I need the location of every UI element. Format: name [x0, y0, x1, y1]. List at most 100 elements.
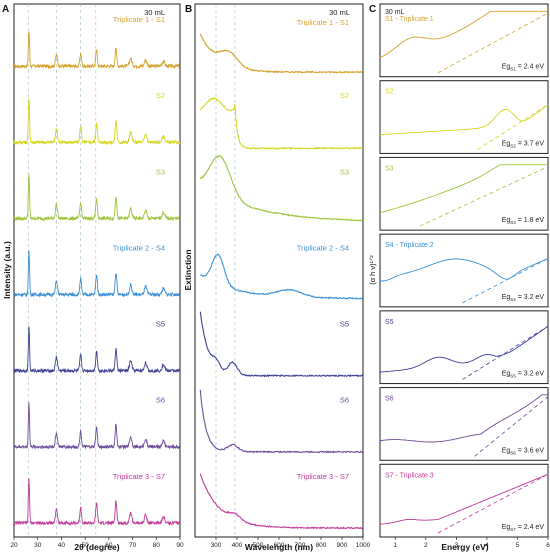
- panel-b-x-tick-label: 700: [295, 542, 306, 549]
- panel-b-y-label: Extinction: [183, 249, 193, 290]
- panel-c-series-label: S4 - Triplicate 2: [385, 242, 434, 249]
- panel-a-x-tick-label: 90: [176, 542, 184, 549]
- panel-b-x-tick-label: 900: [337, 542, 348, 549]
- panel-c-bandgap-label: EgS2 = 3.7 eV: [502, 140, 545, 148]
- panel-c-subplot-frame: [379, 80, 549, 154]
- panel-c-subplot-frame: [379, 233, 549, 308]
- panel-c-x-ticks: 1 2 3 4 5 6: [393, 537, 550, 549]
- panel-b-series-label: S5: [340, 320, 349, 329]
- panel-c-series-label: S3: [385, 165, 394, 172]
- panel-a-series-line: [13, 478, 181, 527]
- panel-a-series-label: Triplicate 1 - S1: [113, 15, 165, 24]
- panel-c-x-tick-label: 5: [516, 542, 520, 549]
- panel-a-series-label: S3: [156, 167, 165, 176]
- panel-b-series-label: S2: [340, 91, 349, 100]
- panel-b-series-line: [199, 33, 363, 74]
- panel-a-series: Triplicate 1 - S1 S2 S3 Triplicate 2 - S4 S5…: [13, 15, 181, 527]
- panel-a-x-tick-label: 80: [153, 542, 161, 549]
- panel-c-bandgap-subscript: S5: [510, 374, 516, 379]
- panel-c-bandgap-label: EgS7 = 2.4 eV: [502, 524, 545, 532]
- panel-b-x-tick-label: 500: [253, 542, 264, 549]
- panel-c-bandgap-value: = 3.7 eV: [516, 140, 545, 147]
- panel-c-bandgap-subscript: S7: [510, 527, 516, 532]
- panel-c-tangent-line: [462, 258, 549, 304]
- panel-b-series-label: S6: [340, 396, 349, 405]
- panel-c-tangent-line: [419, 166, 549, 227]
- panel-a-series-line: [13, 174, 180, 222]
- panel-a-series-line: [13, 326, 181, 374]
- panel-c-series-line: [379, 473, 549, 525]
- panel-c-x-tick-label: 2: [424, 542, 428, 549]
- panel-c-bandgap-label: EgS5 = 3.2 eV: [502, 371, 545, 379]
- panel-c-bandgap-value: = 2.4 eV: [516, 64, 545, 71]
- panel-c-label: C: [369, 4, 376, 15]
- panel-b-series: Triplicate 1 - S1 S2 S3 Triplicate 2 - S4 S5…: [199, 18, 364, 530]
- panel-c-bandgap-value: = 3.2 eV: [516, 371, 545, 378]
- panel-a: A 30 mL Triplicate 1 - S1 S2 S3 Triplicate …: [2, 3, 184, 552]
- panel-c-series-label: S2: [385, 89, 394, 96]
- panel-c-x-tick-label: 6: [546, 542, 550, 549]
- panel-a-annotation: 30 mL: [144, 8, 165, 17]
- panel-c-series-line: [379, 325, 549, 373]
- panel-c-series-line: [379, 10, 548, 58]
- panel-c-bandgap-symbol: Eg: [502, 447, 511, 454]
- panel-b-series-label: Triplicate 2 - S4: [297, 243, 349, 252]
- panel-c-series-line: [379, 104, 549, 136]
- panel-c-bandgap-symbol: Eg: [502, 217, 511, 224]
- panel-c-x-tick-label: 3: [455, 542, 459, 549]
- panel-c-bandgap-subscript: S2: [510, 143, 516, 148]
- panel-c-subplot-frame: [379, 3, 549, 78]
- panel-c-bandgap-value: = 3.6 eV: [516, 447, 545, 454]
- panel-b-series-line: [199, 154, 364, 222]
- panel-a-y-label: Intensity (a.u.): [2, 241, 12, 299]
- panel-c-bandgap-value: = 3.2 eV: [516, 294, 545, 301]
- panel-a-x-label: 2θ (degree): [74, 542, 119, 552]
- panel-c-bandgap-label: EgS4 = 3.2 eV: [502, 294, 545, 302]
- panel-c-series-line: [379, 394, 548, 443]
- panel-c-bandgap-symbol: Eg: [502, 294, 511, 301]
- panel-a-x-tick-label: 50: [82, 542, 90, 549]
- panel-a-series-label: S2: [156, 91, 165, 100]
- panel-a-x-tick-label: 20: [10, 542, 18, 549]
- panel-c-bandgap-subscript: S3: [510, 220, 516, 225]
- panel-c-x-tick-label: 1: [393, 542, 397, 549]
- panel-b-x-tick-label: 400: [232, 542, 243, 549]
- panel-a-x-tick-label: 40: [58, 542, 66, 549]
- panel-b-series-line: [199, 389, 363, 454]
- panel-c-subplot-frame: [379, 310, 549, 385]
- panel-a-x-tick-label: 70: [129, 542, 137, 549]
- panel-a-series-label: Triplicate 3 - S7: [113, 472, 165, 481]
- panel-b-x-ticks: 300 400 500 600 700 800 900 1000: [211, 537, 371, 549]
- panel-c-bandgap-symbol: Eg: [502, 371, 511, 378]
- panel-b-series-line: [199, 253, 363, 300]
- panel-c-series-label: S5: [385, 319, 394, 326]
- panel-b-series-line: [199, 473, 364, 530]
- panel-b-series-label: Triplicate 1 - S1: [297, 18, 349, 27]
- panel-b: B 30 mL Triplicate 1 - S1S2S3Triplicate …: [183, 3, 371, 552]
- panel-a-series-line: [13, 250, 181, 298]
- panel-a-series-line: [13, 402, 181, 451]
- panel-c-series-label: S1 - Triplicate 1: [385, 16, 434, 23]
- panel-c-tangent-line: [462, 325, 549, 380]
- panel-b-reference-lines: [215, 4, 236, 537]
- panel-c-subplot-frame: [379, 463, 549, 538]
- panel-c-bandgap-label: EgS3 = 1.8 eV: [502, 217, 545, 225]
- panel-c-bandgap-subscript: S1: [510, 67, 516, 72]
- panel-a-label: A: [2, 4, 9, 15]
- panel-c-bandgap-value: = 1.8 eV: [516, 217, 545, 224]
- panel-c-series-line: [379, 258, 549, 282]
- panel-b-series-line: [199, 311, 364, 378]
- panel-b-series-line: [199, 97, 364, 150]
- panel-c-bandgap-subscript: S4: [510, 297, 516, 302]
- panel-c-bandgap-symbol: Eg: [502, 524, 511, 531]
- panel-c-subplot: S1 - Triplicate 1 EgS1 = 2.4 eV: [379, 3, 549, 78]
- panel-c-annotation: 30 mL: [385, 9, 405, 16]
- panel-c-x-label: Energy (eV): [441, 542, 488, 552]
- panel-c-y-label: (α h ν)¹ᐟ²: [368, 255, 377, 285]
